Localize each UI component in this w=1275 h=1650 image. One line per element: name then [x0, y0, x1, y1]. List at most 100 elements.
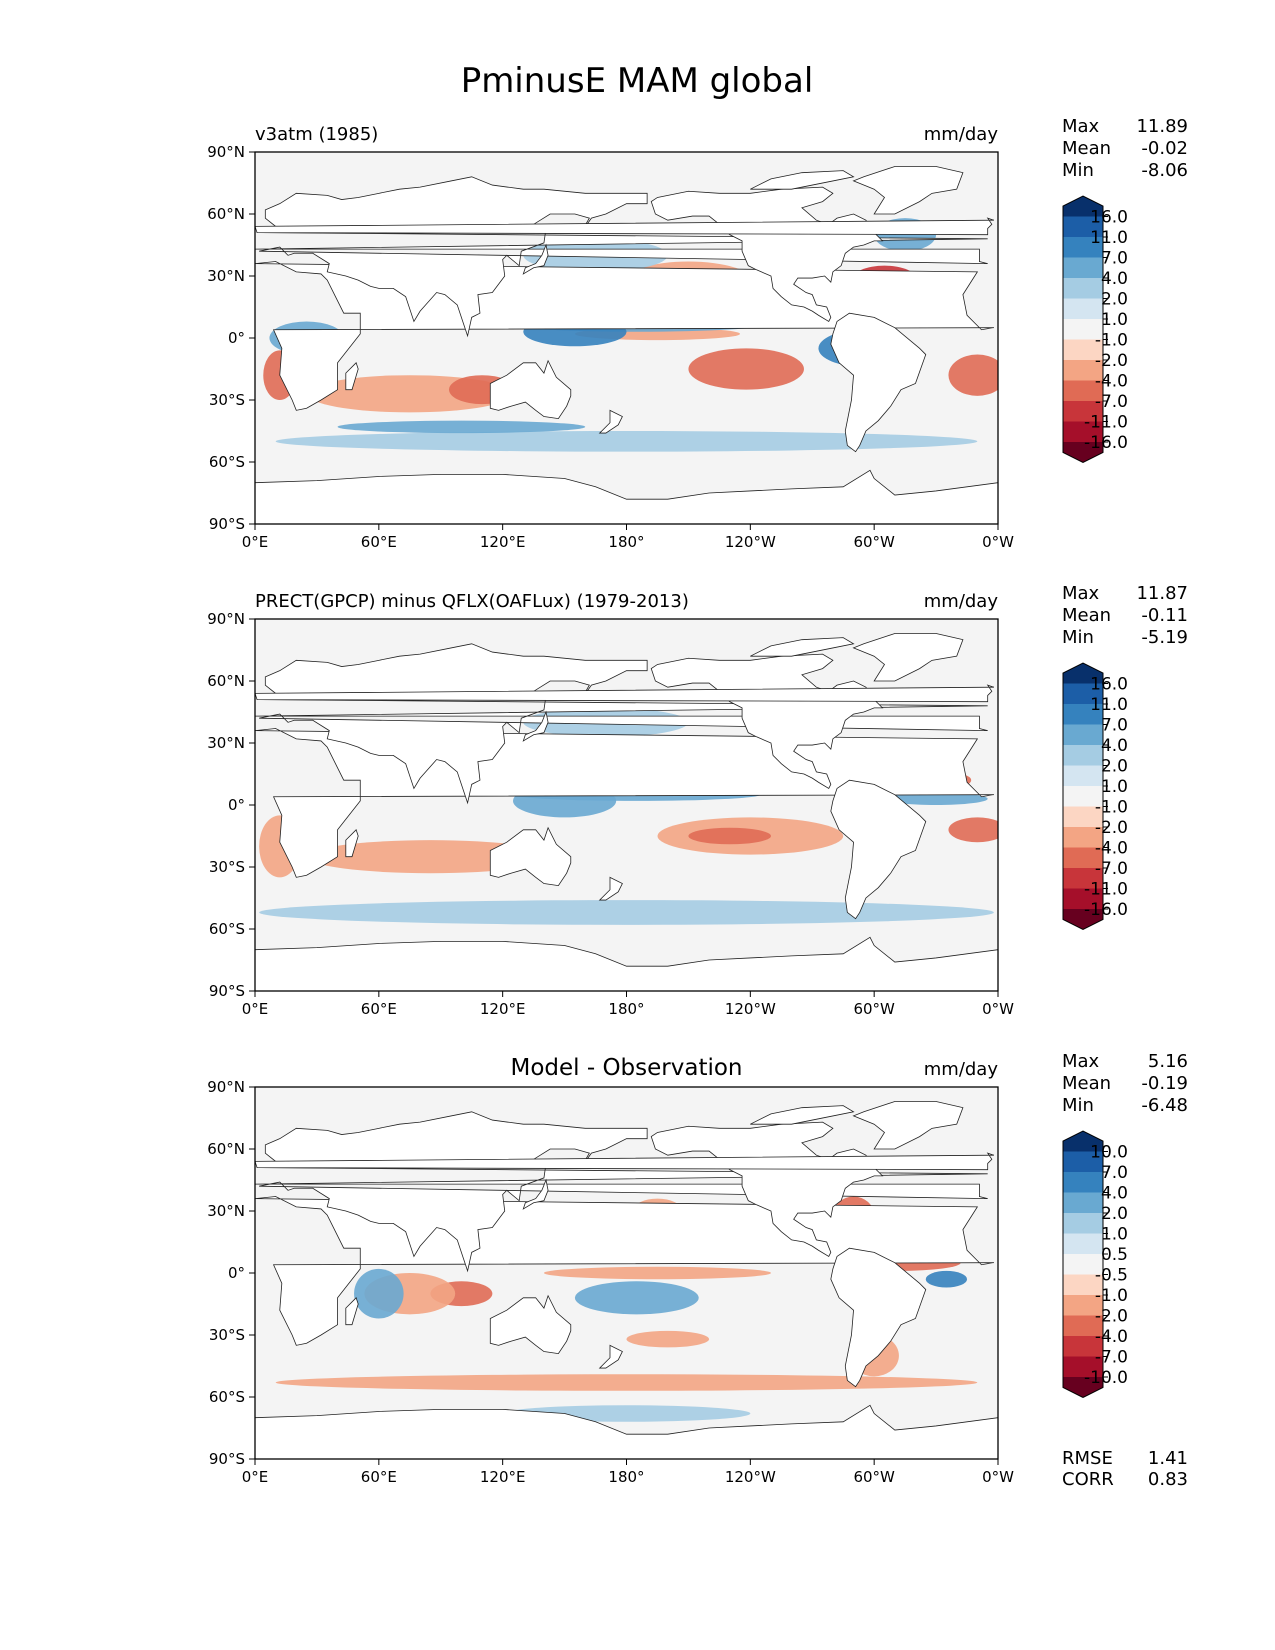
x-tick-label: 60°W [853, 533, 895, 551]
stat-label-rmse: RMSE [1062, 1448, 1113, 1469]
colorbar-tick-label: -4.0 [1095, 1327, 1128, 1347]
stat-label-max: Max [1062, 583, 1100, 604]
stat-value-max: 11.89 [1136, 116, 1188, 137]
colorbar-segment [1063, 683, 1103, 705]
continent-canadaArctic [750, 170, 855, 190]
colorbar-outline [1062, 662, 1104, 931]
continent-madagascar [345, 1297, 359, 1326]
stat-label-min: Min [1062, 1095, 1094, 1116]
colorbar-tick-label: 0.5 [1101, 1245, 1128, 1265]
stat-value-mean: -0.11 [1141, 605, 1188, 626]
colorbar-tick-label: 4.0 [1101, 736, 1128, 756]
x-tick-label: 60°E [361, 533, 397, 551]
stat-label-max: Max [1062, 1051, 1100, 1072]
contour-region-5 [688, 827, 771, 845]
x-tick-label: 180° [608, 1000, 644, 1018]
x-tick-label: 0°E [242, 1468, 269, 1486]
colorbar-segment [1063, 216, 1103, 238]
colorbar-tick-label: 10.0 [1090, 1143, 1128, 1163]
colorbar-segment [1063, 421, 1103, 443]
colorbar-segment [1063, 786, 1103, 807]
colorbar-tick-label: 2.0 [1101, 757, 1128, 777]
colorbar-tick-label: -10.0 [1084, 1368, 1128, 1388]
continent-canadaArctic [750, 637, 855, 657]
x-tick-label: 0°E [242, 1000, 269, 1018]
contour-region-18 [337, 420, 586, 434]
x-tick-label: 120°W [725, 1468, 776, 1486]
contour-region-8 [275, 1374, 978, 1391]
y-tick-label: 60°N [207, 205, 245, 223]
y-tick-label: 0° [228, 1264, 245, 1282]
y-tick-label: 60°S [209, 1388, 245, 1406]
continent-newzealand [598, 409, 623, 434]
colorbar-segment [1063, 888, 1103, 910]
x-tick-label: 180° [608, 533, 644, 551]
colorbar-tick-label: -16.0 [1084, 900, 1128, 920]
contour-region-5 [948, 354, 998, 396]
colorbar-segment [1063, 339, 1103, 361]
colorbar-tick-label: -16.0 [1084, 433, 1128, 453]
colorbar-segment [1063, 1336, 1103, 1357]
colorbar-tick-label: 11.0 [1090, 695, 1128, 715]
y-tick-label: 90°N [207, 610, 245, 628]
x-tick-label: 60°W [853, 1000, 895, 1018]
continent-australia [489, 1294, 572, 1355]
colorbar-segment [1063, 1213, 1103, 1234]
x-tick-label: 120°E [480, 533, 526, 551]
stat-value-min: -6.48 [1141, 1095, 1188, 1116]
colorbar-segment [1063, 1172, 1103, 1193]
colorbar-segment [1063, 278, 1103, 299]
colorbar-segment [1063, 1356, 1103, 1378]
stat-label-corr: CORR [1062, 1469, 1114, 1490]
continent-madagascar [345, 829, 359, 858]
figure-title: PminusE MAM global [461, 61, 814, 101]
continent-newzealand [598, 876, 623, 901]
contour-region-11 [884, 792, 988, 805]
panel-title: Model - Observation [510, 1055, 742, 1081]
y-tick-label: 90°S [209, 1450, 245, 1468]
stat-label-max: Max [1062, 116, 1100, 137]
colorbar-segment [1063, 257, 1103, 279]
y-tick-label: 0° [228, 329, 245, 347]
continent-australia [489, 359, 572, 420]
continent-uk [255, 684, 994, 703]
contour-region-1 [543, 1266, 771, 1280]
colorbar-tick-label: 2.0 [1101, 290, 1128, 310]
x-tick-label: 0°W [982, 1000, 1014, 1018]
colorbar-segment [1063, 298, 1103, 320]
colorbar-tick-label: 4.0 [1101, 269, 1128, 289]
colorbar-tick-label: -0.5 [1095, 1266, 1128, 1286]
map-panel-3: 0°E 60°E 120°E 180° 120°W 60°W 0°W 90°N 60°N 30°N… [207, 1051, 1188, 1490]
contour-region-7 [626, 1330, 710, 1348]
x-tick-label: 60°E [361, 1468, 397, 1486]
x-tick-label: 120°W [725, 533, 776, 551]
colorbar-segment [1063, 847, 1103, 869]
colorbar-tick-label: -2.0 [1095, 351, 1128, 371]
colorbar-tick-label: -2.0 [1095, 1307, 1128, 1327]
colorbar: 10.07.04.02.01.00.5-0.5-1.0-2.0-4.0-7.0-… [1062, 1130, 1128, 1399]
contour-region-10 [574, 1281, 699, 1315]
colorbar-segment [1063, 1274, 1103, 1296]
x-tick-label: 120°W [725, 1000, 776, 1018]
continent-uk [255, 1152, 994, 1171]
colorbar-segment [1063, 1315, 1103, 1337]
colorbar-segment [1063, 1192, 1103, 1214]
continent-antarctica [255, 936, 998, 991]
colorbar-tick-label: 2.0 [1101, 1204, 1128, 1224]
contour-region-13 [354, 1268, 404, 1319]
colorbar-segment [1063, 401, 1103, 422]
colorbar: 16.011.07.04.02.01.0-1.0-2.0-4.0-7.0-11.… [1062, 662, 1128, 931]
continent-australia [489, 826, 572, 887]
colorbar-tick-label: -4.0 [1095, 372, 1128, 392]
colorbar-segment [1063, 745, 1103, 766]
y-tick-label: 30°S [209, 391, 245, 409]
stat-value-rmse: 1.41 [1148, 1448, 1188, 1469]
stat-label-mean: Mean [1062, 1073, 1111, 1094]
colorbar-tick-label: 1.0 [1101, 310, 1128, 330]
continent-newzealand [598, 1344, 623, 1369]
continent-southam [830, 779, 927, 920]
x-tick-label: 60°E [361, 1000, 397, 1018]
colorbar-segment [1063, 1233, 1103, 1255]
continent-madagascar [345, 362, 359, 391]
colorbar-tick-label: -2.0 [1095, 818, 1128, 838]
